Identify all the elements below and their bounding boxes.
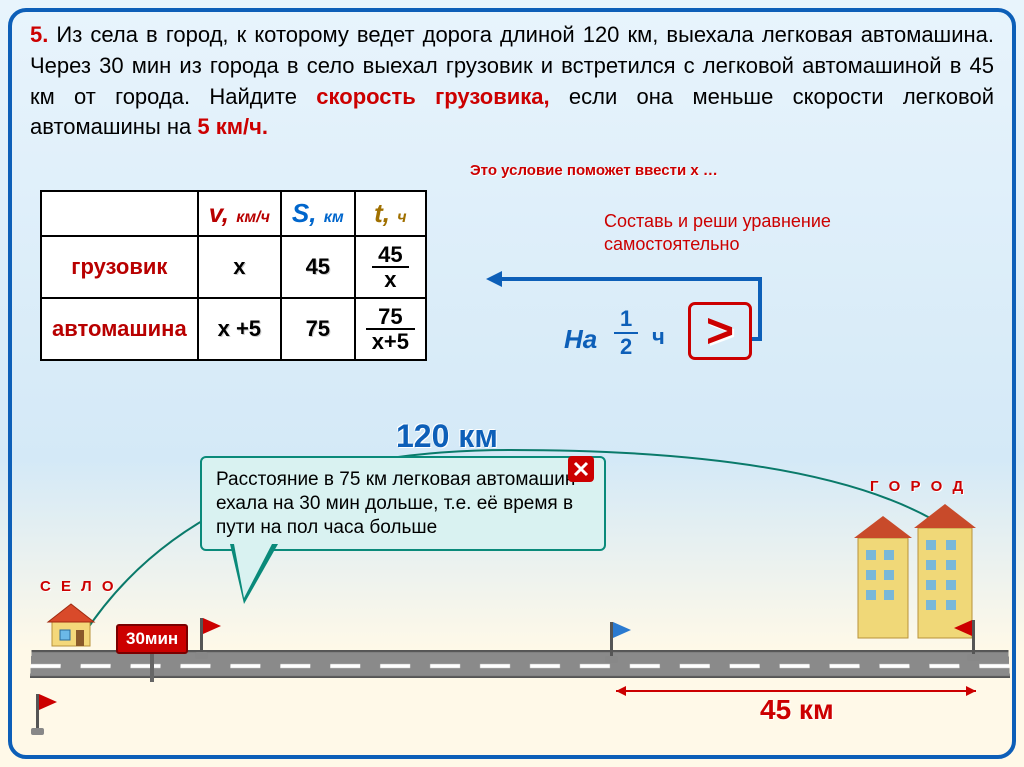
table-corner: [41, 191, 198, 236]
problem-statement: 5. Из села в город, к которому ведет дор…: [30, 20, 994, 143]
comparison-label: На: [564, 324, 597, 355]
village-label: С Е Л О: [40, 578, 117, 595]
distance-45-label: 45 км: [760, 694, 834, 726]
flag-red-start: [36, 694, 44, 735]
close-icon[interactable]: [568, 456, 594, 482]
flag-blue-meet: [610, 622, 618, 663]
col-v: v, км/ч: [198, 191, 281, 236]
hint-solve: Составь и реши уравнение самостоятельно: [604, 210, 831, 257]
explanation-callout: Расстояние в 75 км легковая автомашин ех…: [200, 456, 606, 551]
table-row-car: автомашина х +5 75 75х+5: [41, 298, 426, 360]
problem-number: 5.: [30, 22, 48, 47]
flag-red-village: [200, 618, 208, 659]
distance-total: 120 км: [396, 418, 498, 455]
problem-text: 5. Из села в город, к которому ведет дор…: [30, 20, 994, 143]
village-icon: [44, 598, 104, 653]
col-s: S, км: [281, 191, 355, 236]
distance-45-line: [616, 690, 976, 692]
flag-red-city: [972, 620, 980, 661]
time-sign: 30мин: [116, 624, 188, 682]
table-row-truck: грузовик х 45 45х: [41, 236, 426, 298]
greater-than-box: >: [688, 302, 752, 360]
hint-condition: Это условие поможет ввести х …: [470, 162, 718, 179]
col-t: t, ч: [355, 191, 426, 236]
comparison-fraction: 12: [614, 306, 638, 360]
comparison-unit: ч: [652, 324, 665, 350]
data-table: v, км/ч S, км t, ч грузовик х 45 45х авт…: [40, 190, 427, 361]
city-label: Г О Р О Д: [870, 478, 966, 495]
